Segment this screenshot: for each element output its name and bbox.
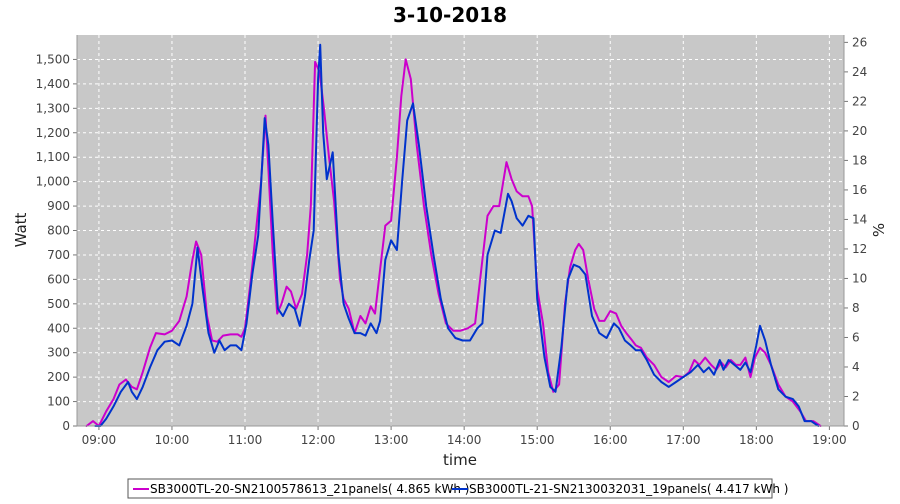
- y-tick-label: 1,200: [36, 126, 70, 140]
- y2-tick-label: 2: [852, 389, 860, 403]
- y2-tick-label: 8: [852, 301, 860, 315]
- x-tick-label: 18:00: [739, 433, 774, 447]
- y2-tick-label: 20: [852, 124, 867, 138]
- y-axis-ticks: 0 100 200 300 400 500 600 700 800 900 1,000 1,100 1,…: [36, 52, 77, 433]
- x-tick-label: 13:00: [374, 433, 409, 447]
- y-tick-label: 700: [47, 248, 70, 262]
- y-tick-label: 0: [62, 419, 70, 433]
- y-tick-label: 1,000: [36, 175, 70, 189]
- y-tick-label: 600: [47, 272, 70, 286]
- y-tick-label: 500: [47, 297, 70, 311]
- x-tick-label: 14:00: [447, 433, 482, 447]
- y2-tick-label: 24: [852, 65, 867, 79]
- y2-tick-label: 16: [852, 183, 867, 197]
- y-tick-label: 1,300: [36, 101, 70, 115]
- y-axis-label: Watt: [12, 212, 30, 247]
- y2-tick-label: 0: [852, 419, 860, 433]
- x-tick-label: 19:00: [812, 433, 847, 447]
- y-tick-label: 200: [47, 370, 70, 384]
- y2-tick-label: 14: [852, 212, 867, 226]
- y2-tick-label: 6: [852, 330, 860, 344]
- y-tick-label: 1,100: [36, 150, 70, 164]
- series-line-2: [94, 43, 820, 427]
- y2-tick-label: 18: [852, 153, 867, 167]
- y2-tick-label: 22: [852, 94, 867, 108]
- x-axis-ticks: 09:00 10:00 11:00 12:00 13:00 14:00 15:00 16:00…: [82, 426, 847, 447]
- x-tick-label: 16:00: [593, 433, 628, 447]
- legend-label: SB3000TL-21-SN2130032031_19panels( 4.417…: [469, 482, 788, 496]
- y-tick-label: 800: [47, 224, 70, 238]
- x-tick-label: 17:00: [666, 433, 701, 447]
- legend-box: [127, 478, 773, 499]
- y-tick-label: 900: [47, 199, 70, 213]
- chart-title: 3-10-2018: [393, 3, 507, 27]
- x-tick-label: 15:00: [520, 433, 555, 447]
- y2-axis-label: %: [870, 223, 888, 237]
- series-lines: [85, 43, 822, 427]
- x-tick-label: 10:00: [155, 433, 190, 447]
- legend-label: SB3000TL-20-SN2100578613_21panels( 4.865…: [150, 482, 469, 496]
- y-tick-label: 400: [47, 321, 70, 335]
- x-tick-label: 09:00: [82, 433, 117, 447]
- x-axis-label: time: [443, 451, 477, 469]
- legend: SB3000TL-20-SN2100578613_21panels( 4.865…: [127, 478, 788, 499]
- y-tick-label: 1,500: [36, 52, 70, 66]
- y-tick-label: 100: [47, 395, 70, 409]
- y2-tick-label: 4: [852, 360, 860, 374]
- y2-tick-label: 10: [852, 271, 867, 285]
- y2-tick-label: 12: [852, 242, 867, 256]
- x-tick-label: 11:00: [228, 433, 263, 447]
- y2-tick-label: 26: [852, 35, 867, 49]
- y-tick-label: 300: [47, 346, 70, 360]
- y-tick-label: 1,400: [36, 77, 70, 91]
- x-tick-label: 12:00: [301, 433, 336, 447]
